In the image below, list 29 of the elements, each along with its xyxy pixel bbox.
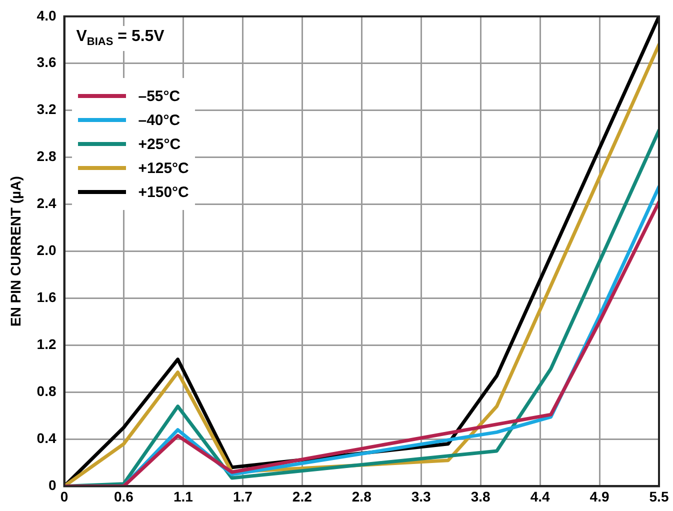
y-tick-label: 1.2 bbox=[36, 336, 56, 352]
y-tick-label: 0 bbox=[48, 477, 56, 494]
x-tick-label: 0 bbox=[60, 488, 68, 504]
x-tick-label: 2.2 bbox=[292, 488, 312, 504]
x-tick-label: 0.6 bbox=[114, 488, 134, 504]
legend-label: –40°C bbox=[138, 112, 180, 129]
legend-label: +125°C bbox=[138, 160, 189, 177]
y-tick-label: 3.6 bbox=[36, 54, 56, 70]
x-tick-label: 5.5 bbox=[649, 488, 669, 504]
y-tick-label: 3.2 bbox=[36, 101, 56, 118]
y-tick-label: 1.6 bbox=[36, 289, 56, 306]
y-tick-label: 2.4 bbox=[36, 195, 56, 212]
x-tick-label: 4.4 bbox=[530, 488, 550, 504]
x-tick-label: 3.8 bbox=[470, 488, 491, 504]
x-tick-label: 1.7 bbox=[232, 488, 253, 504]
y-tick-label: 2.8 bbox=[36, 148, 56, 164]
x-tick-label: 1.1 bbox=[173, 488, 194, 504]
legend-label: +25°C bbox=[138, 136, 181, 153]
y-axis-title: EN PIN CURRENT (µA) bbox=[7, 176, 24, 327]
y-tick-label: 0.4 bbox=[36, 430, 56, 446]
y-tick-label: 0.8 bbox=[36, 383, 56, 400]
annotation: V$_{BIAS}$ = 5.5V bbox=[72, 26, 168, 51]
legend-label: +150°C bbox=[138, 184, 189, 201]
legend-label: –55°C bbox=[138, 88, 180, 105]
y-tick-label: 2.0 bbox=[36, 242, 56, 258]
y-tick-label: 4.0 bbox=[36, 7, 56, 24]
x-tick-label: 3.3 bbox=[411, 488, 432, 504]
x-tick-label: 4.9 bbox=[590, 488, 610, 504]
x-tick-label: 2.8 bbox=[352, 488, 372, 504]
